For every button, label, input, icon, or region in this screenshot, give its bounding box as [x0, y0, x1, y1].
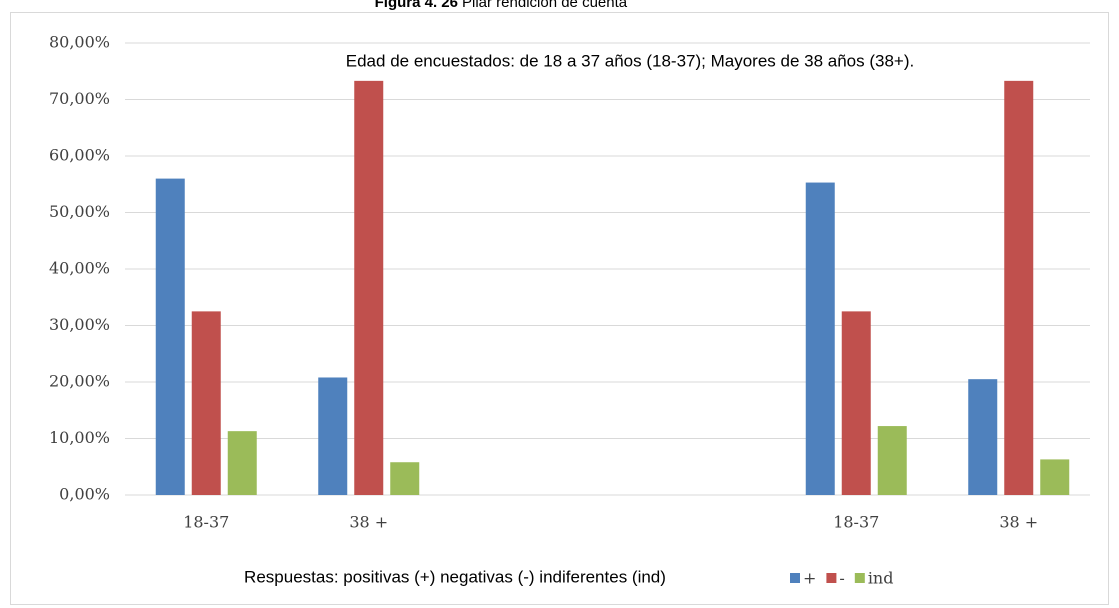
y-tick-label: 50,00%	[49, 202, 110, 221]
annotation: Edad de encuestados: de 18 a 37 años (18…	[346, 51, 914, 70]
bar	[877, 426, 907, 495]
bar	[354, 80, 384, 495]
legend-label: -	[839, 569, 844, 588]
y-tick-label: 80,00%	[49, 33, 110, 52]
legend-swatch	[854, 573, 865, 583]
y-tick-label: 30,00%	[49, 315, 110, 334]
y-tick-label: 70,00%	[49, 89, 110, 108]
x-tick-label: 38 +	[999, 513, 1038, 532]
legend-swatch	[790, 573, 800, 583]
bar	[155, 178, 185, 495]
x-tick-label: 18-37	[833, 513, 879, 532]
bar	[1040, 459, 1070, 495]
bar	[390, 462, 420, 495]
title-backdrop	[300, 0, 800, 12]
y-tick-label: 40,00%	[49, 259, 110, 278]
figure-label: Figura 4. 26	[375, 0, 458, 11]
x-axis-label: Respuestas: positivas (+) negativas (-) …	[244, 567, 666, 586]
y-tick-label: 10,00%	[49, 428, 110, 447]
y-tick-label: 0,00%	[59, 485, 110, 504]
legend-swatch	[826, 573, 837, 583]
chart-title: Pilar rendición de cuenta	[462, 0, 628, 11]
bar	[227, 431, 257, 495]
legend-label: ind	[868, 569, 894, 588]
x-tick-label: 38 +	[349, 513, 388, 532]
y-tick-label: 60,00%	[49, 146, 110, 165]
x-tick-label: 18-37	[183, 513, 229, 532]
bar	[318, 377, 348, 495]
legend-label: +	[803, 569, 816, 588]
bar	[968, 379, 998, 495]
bar	[1004, 80, 1034, 495]
bar	[841, 311, 871, 495]
bar	[805, 182, 835, 495]
y-tick-label: 20,00%	[49, 372, 110, 391]
chart-border	[10, 12, 1109, 605]
bar	[191, 311, 221, 495]
